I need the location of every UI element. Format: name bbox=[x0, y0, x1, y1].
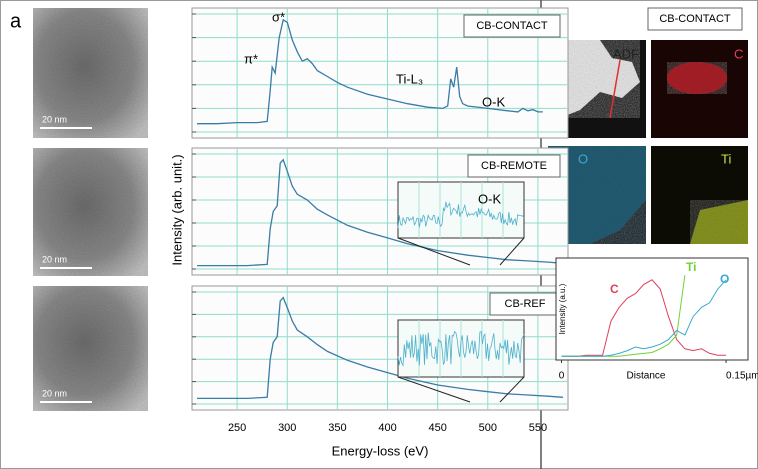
data-line bbox=[197, 296, 564, 400]
data-line bbox=[561, 279, 727, 357]
data-line bbox=[197, 158, 564, 267]
data-line bbox=[197, 18, 543, 125]
inset-trace bbox=[397, 330, 525, 368]
chart-title: CB-REF bbox=[505, 298, 546, 310]
panel-label: a bbox=[10, 10, 22, 32]
annotation: σ* bbox=[272, 9, 285, 24]
tem-image: 20 nm bbox=[33, 286, 148, 411]
map-label: O bbox=[578, 151, 588, 166]
map-label: ADF bbox=[613, 46, 639, 61]
map-c: C bbox=[651, 40, 748, 138]
x-tick-label: 0 bbox=[559, 371, 565, 382]
plot-area bbox=[555, 257, 749, 361]
data-line bbox=[561, 279, 727, 357]
legend-label: C bbox=[610, 282, 619, 296]
x-tick-label: 500 bbox=[479, 422, 497, 434]
x-tick-label: 450 bbox=[428, 422, 446, 434]
legend-label: Ti bbox=[686, 260, 696, 274]
x-tick-label: 300 bbox=[278, 422, 296, 434]
legend-label: O bbox=[720, 272, 729, 286]
zoom-line bbox=[499, 376, 525, 403]
y-axis-label: Intensity (arb. unit.) bbox=[169, 154, 184, 265]
chart-title: CB-CONTACT bbox=[476, 20, 548, 32]
zoom-line bbox=[397, 376, 471, 403]
annotation: O-K bbox=[478, 191, 501, 206]
annotation: π* bbox=[244, 51, 258, 66]
scale-bar-label: 20 nm bbox=[42, 388, 67, 398]
scale-bar-label: 20 nm bbox=[42, 114, 67, 124]
x-tick-label: 400 bbox=[378, 422, 396, 434]
annotation: O-K bbox=[482, 94, 505, 109]
x-tick-label: 550 bbox=[529, 422, 547, 434]
maps-title: CB-CONTACT bbox=[659, 13, 731, 25]
x-tick-label: 0.15µm bbox=[726, 371, 758, 382]
tem-image: 20 nm bbox=[33, 148, 148, 276]
scale-bar-label: 20 nm bbox=[42, 254, 67, 264]
map-label: Ti bbox=[721, 151, 731, 166]
x-axis-label: Energy-loss (eV) bbox=[332, 443, 429, 458]
x-tick-label: 350 bbox=[328, 422, 346, 434]
x-axis-label: Distance bbox=[627, 371, 666, 382]
map-ti: Ti bbox=[651, 146, 748, 244]
label-box bbox=[467, 154, 561, 178]
label-box bbox=[647, 7, 743, 31]
label-box bbox=[463, 14, 561, 38]
chart-title: CB-REMOTE bbox=[481, 160, 547, 172]
zoom-line bbox=[499, 237, 525, 266]
map-label: C bbox=[734, 46, 743, 61]
x-tick-label: 250 bbox=[228, 422, 246, 434]
annotation: Ti-L₃ bbox=[396, 71, 423, 86]
zoom-line bbox=[397, 237, 471, 266]
inset-trace bbox=[397, 201, 525, 229]
tem-image: 20 nm bbox=[33, 8, 148, 138]
y-axis-label: Intensity (a.u.) bbox=[558, 283, 567, 334]
